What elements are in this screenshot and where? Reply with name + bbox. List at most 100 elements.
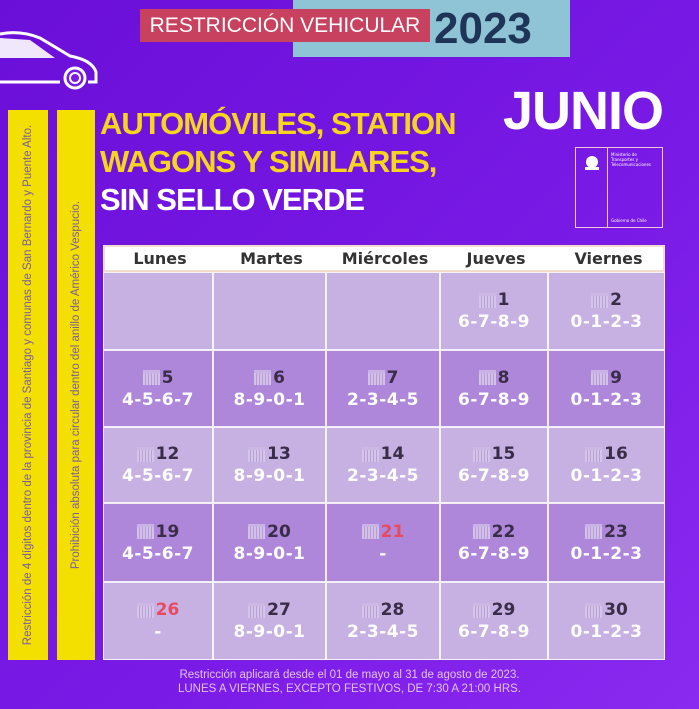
calendar-cell: 8 6-7-8-9 [440, 350, 548, 427]
car-icon [0, 31, 98, 90]
restricted-digits: 0-1-2-3 [570, 389, 643, 410]
restricted-digits: - [154, 622, 162, 642]
day-number-text: 22 [491, 521, 516, 542]
calendar-icon [248, 524, 266, 539]
day-number-text: 26 [155, 600, 180, 620]
restricted-digits: 0-1-2-3 [570, 543, 643, 564]
logo-government: Gobierno de Chile [611, 218, 647, 223]
day-number-text: 6 [273, 367, 285, 388]
vehicle-heading: AUTOMÓVILES, STATION WAGONS Y SIMILARES,… [100, 105, 456, 219]
calendar-cell [213, 272, 326, 350]
calendar-cell: 9 0-1-2-3 [548, 350, 665, 427]
calendar-cell: 16 0-1-2-3 [548, 427, 665, 503]
government-logo: Ministerio de Transportes y Telecomunica… [575, 147, 663, 228]
calendar-icon [361, 524, 379, 539]
logo-ministry: Ministerio de Transportes y Telecomunica… [611, 152, 652, 167]
day-number: 30 [585, 600, 628, 620]
calendar-icon [472, 446, 490, 462]
restricted-digits: 0-1-2-3 [570, 622, 643, 642]
calendar-icon [248, 602, 266, 618]
calendar-icon [472, 602, 490, 618]
restricted-digits: 8-9-0-1 [233, 622, 306, 642]
day-number: 8 [478, 367, 510, 388]
day-number: 6 [254, 368, 285, 388]
day-number-text: 8 [497, 367, 510, 388]
day-number-text: 16 [604, 444, 628, 464]
calendar-cell: 29 6-7-8-9 [440, 582, 548, 660]
calendar-cell: 14 2-3-4-5 [326, 427, 440, 503]
day-number-text: 7 [386, 367, 399, 388]
day-number: 5 [142, 367, 174, 388]
day-number: 2 [591, 290, 622, 310]
restricted-digits: - [379, 543, 387, 564]
day-number-text: 19 [155, 521, 180, 542]
heading-line-1: AUTOMÓVILES, STATION [100, 106, 456, 141]
calendar-cell: 21- [326, 503, 440, 582]
calendar-cell: 12 4-5-6-7 [103, 427, 213, 503]
day-number: 23 [585, 522, 628, 542]
day-number-text: 9 [610, 367, 622, 388]
calendar-icon [478, 292, 496, 308]
day-number: 29 [472, 600, 516, 620]
calendar-icon [585, 602, 603, 618]
calendar-cell: 27 8-9-0-1 [213, 582, 326, 660]
side-note-2-text: Prohibición absoluta para circular dentr… [70, 200, 82, 570]
restricted-digits: 4-5-6-7 [122, 466, 194, 486]
day-number-text: 29 [491, 600, 516, 620]
heading-line-3: SIN SELLO VERDE [100, 182, 365, 217]
day-number-text: 1 [497, 290, 510, 310]
calendar-cell: 7 2-3-4-5 [326, 350, 440, 427]
day-header: Jueves [466, 249, 526, 268]
day-number: 16 [585, 444, 628, 464]
day-number-text: 5 [161, 367, 174, 388]
day-header: Martes [240, 249, 303, 268]
footer-line-1: Restricción aplicará desde el 01 de mayo… [179, 669, 520, 681]
calendar-icon [248, 446, 266, 462]
day-number-text: 20 [267, 521, 291, 542]
day-header: Viernes [574, 249, 643, 268]
side-note-2: Prohibición absoluta para circular dentr… [57, 110, 95, 660]
restricted-digits: 2-3-4-5 [347, 466, 419, 486]
calendar-cell [103, 272, 213, 350]
title-banner: RESTRICCIÓN VEHICULAR [140, 9, 430, 42]
day-header: Lunes [133, 249, 187, 268]
heading-line-2: WAGONS Y SIMILARES, [100, 144, 437, 179]
day-number-text: 23 [604, 521, 628, 542]
calendar-icon [136, 602, 154, 618]
day-number: 20 [248, 522, 291, 542]
calendar-cell: 22 6-7-8-9 [440, 503, 548, 582]
coat-of-arms-icon [584, 156, 599, 170]
day-number-text: 21 [380, 521, 405, 542]
day-number: 26 [136, 600, 180, 620]
day-number-text: 28 [380, 600, 405, 620]
calendar-icon [478, 370, 496, 385]
calendar-icon [136, 524, 154, 539]
calendar-cell: 28 2-3-4-5 [326, 582, 440, 660]
day-number: 22 [472, 521, 516, 542]
day-header: Miércoles [341, 249, 429, 268]
month-title: JUNIO [503, 81, 664, 141]
restricted-digits: 6-7-8-9 [458, 543, 530, 564]
restricted-digits: 8-9-0-1 [233, 466, 306, 486]
day-number-text: 13 [267, 444, 291, 464]
calendar-cell: 19 4-5-6-7 [103, 503, 213, 582]
day-number: 27 [248, 600, 291, 620]
calendar-icon [591, 292, 609, 308]
side-note-1-text: Restricción de 4 dígitos dentro de la pr… [22, 124, 34, 646]
calendar-cell: 23 0-1-2-3 [548, 503, 665, 582]
restricted-digits: 8-9-0-1 [233, 389, 306, 410]
calendar-cell: 15 6-7-8-9 [440, 427, 548, 503]
calendar-icon [585, 446, 603, 462]
day-number-text: 27 [267, 600, 291, 620]
calendar-icon [472, 524, 490, 539]
restricted-digits: 2-3-4-5 [347, 622, 419, 642]
calendar-icon [136, 446, 154, 462]
day-number: 15 [472, 444, 515, 464]
restricted-digits: 8-9-0-1 [233, 543, 306, 564]
restricted-digits: 6-7-8-9 [458, 622, 530, 642]
day-number-text: 30 [604, 600, 628, 620]
restricted-digits: 6-7-8-9 [458, 466, 530, 486]
restricted-digits: 0-1-2-3 [570, 312, 643, 332]
day-number: 1 [478, 290, 510, 310]
calendar-icon [591, 370, 609, 385]
